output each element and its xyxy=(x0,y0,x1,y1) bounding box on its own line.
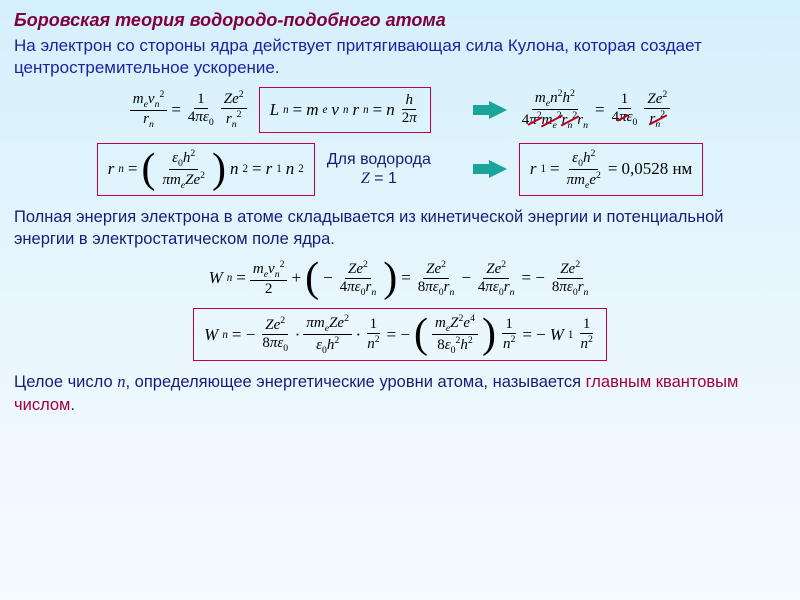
hydrogen-label: Для водорода Z = 1 xyxy=(327,150,431,188)
conclusion-paragraph: Целое число n, определяющее энергетическ… xyxy=(14,371,786,416)
eq-energy-final: Wn = − Ze28πε0 · πmeZe2ε0h2 · 1n2 = − ( … xyxy=(193,308,607,361)
hydrogen-label-line2: Z = 1 xyxy=(327,169,431,188)
conclusion-mid: , определяющее энергетические уровни ато… xyxy=(125,373,585,391)
energy-paragraph: Полная энергия электрона в атоме складыв… xyxy=(14,206,786,251)
eq-derived: men2h2 4π2me2rn2rn = 14πε0 Ze2rn2 xyxy=(519,88,671,131)
formula-row-1: mevn2rn = 14πε0 Ze2rn2 Ln = mevnrn = n h… xyxy=(14,87,786,133)
formula-row-4: Wn = − Ze28πε0 · πmeZe2ε0h2 · 1n2 = − ( … xyxy=(14,308,786,361)
eq-angular-momentum: Ln = mevnrn = n h2π xyxy=(259,87,431,133)
hydrogen-label-line1: Для водорода xyxy=(327,150,431,169)
page-title: Боровская теория водородо-подобного атом… xyxy=(14,10,786,31)
eq-radius-hydrogen: r1 = ε0h2πmee2 = 0,0528 нм xyxy=(519,143,703,196)
formula-row-3: Wn = mevn22 + ( − Ze24πε0rn ) = Ze28πε0r… xyxy=(14,259,786,298)
eq-radius-general: rn = ( ε0h2πmeZe2 ) n2 = r1n2 xyxy=(97,143,315,196)
eq-centripetal: mevn2rn = 14πε0 Ze2rn2 xyxy=(130,89,247,130)
arrow-icon xyxy=(489,101,507,119)
conclusion-pre: Целое число xyxy=(14,373,117,391)
formula-row-2: rn = ( ε0h2πmeZe2 ) n2 = r1n2 Для водоро… xyxy=(14,143,786,196)
intro-paragraph: На электрон со стороны ядра действует пр… xyxy=(14,35,786,79)
conclusion-end: . xyxy=(70,396,75,414)
eq-energy-sum: Wn = mevn22 + ( − Ze24πε0rn ) = Ze28πε0r… xyxy=(209,259,592,298)
arrow-icon xyxy=(489,160,507,178)
bohr-radius-value: 0,0528 нм xyxy=(621,159,692,179)
